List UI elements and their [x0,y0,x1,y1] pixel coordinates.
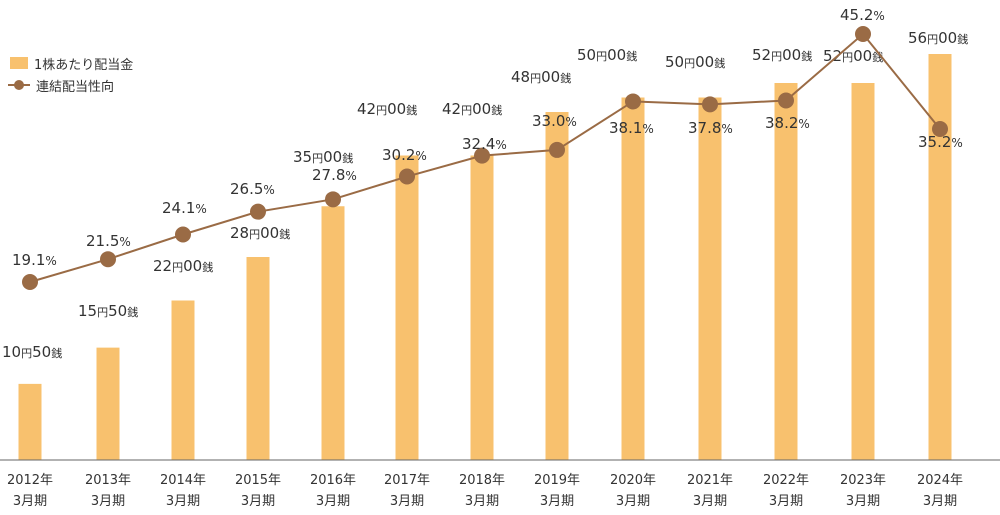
x-tick-label: 3月期 [923,494,957,509]
x-tick-label: 3月期 [846,494,880,509]
bar-2022年3月期 [774,83,798,460]
dividend-label: 50円00銭 [665,53,725,71]
payout-ratio-label: 35.2% [918,133,963,151]
x-tick-label: 2019年 [534,473,580,488]
payout-ratio-point-2023年3月期 [855,26,871,42]
payout-ratio-label: 45.2% [840,6,885,24]
x-tick-label: 3月期 [166,494,200,509]
payout-ratio-point-2015年3月期 [250,203,266,220]
x-tick-label: 2023年 [840,473,886,488]
dividend-label: 50円00銭 [577,46,637,64]
x-tick-label: 2012年 [7,473,53,488]
bar-2021年3月期 [698,97,722,460]
x-tick-label: 2013年 [85,473,131,488]
payout-ratio-label: 38.1% [609,119,654,137]
x-tick-label: 3月期 [616,494,650,509]
bar-2023年3月期 [851,83,875,460]
payout-ratio-label: 27.8% [312,166,357,184]
payout-ratio-label: 32.4% [462,135,507,153]
bar-2017年3月期 [395,155,419,460]
payout-ratio-point-2022年3月期 [778,92,794,109]
x-tick-label: 3月期 [316,494,350,509]
dividend-label: 10円50銭 [2,343,62,361]
line-marker-icon [8,79,30,91]
payout-ratio-label: 21.5% [86,232,131,250]
payout-ratio-label: 38.2% [765,114,810,132]
x-tick-label: 2024年 [917,473,963,488]
dividend-label: 35円00銭 [293,148,353,166]
payout-ratio-label: 30.2% [382,146,427,164]
payout-ratio-point-2018年3月期 [474,147,490,164]
bar-2013年3月期 [96,347,120,460]
bar-2012年3月期 [18,383,42,460]
x-tick-label: 3月期 [390,494,424,509]
x-tick-label: 3月期 [465,494,499,509]
x-tick-label: 2022年 [763,473,809,488]
payout-ratio-label: 33.0% [532,112,577,130]
bar-2019年3月期 [545,112,569,460]
x-tick-label: 2014年 [160,473,206,488]
payout-ratio-point-2014年3月期 [175,226,191,243]
dividend-label: 52円00銭 [752,46,812,64]
x-tick-label: 3月期 [769,494,803,509]
x-tick-label: 3月期 [241,494,275,509]
bar-2014年3月期 [171,300,195,460]
payout-ratio-label: 37.8% [688,119,733,137]
x-tick-label: 3月期 [540,494,574,509]
x-tick-label: 2021年 [687,473,733,488]
payout-ratio-label: 19.1% [12,251,57,269]
payout-ratio-label: 24.1% [162,199,207,217]
legend-item-dividend: 1株あたり配当金 [10,52,133,74]
dividend-label: 56円00銭 [908,29,968,47]
bar-2015年3月期 [246,257,270,460]
dividend-label: 42円00銭 [357,100,417,118]
x-tick-label: 2020年 [610,473,656,488]
x-tick-label: 2018年 [459,473,505,488]
dividend-label: 52円00銭 [823,47,883,65]
x-tick-label: 3月期 [91,494,125,509]
bar-2018年3月期 [470,155,494,460]
legend-label-dividend: 1株あたり配当金 [34,57,134,73]
payout-ratio-point-2024年3月期 [932,121,948,138]
payout-ratio-point-2012年3月期 [22,274,38,290]
legend: 1株あたり配当金 連結配当性向 [8,52,133,96]
dividend-label: 28円00銭 [230,224,290,242]
x-tick-label: 3月期 [13,494,47,509]
payout-ratio-point-2016年3月期 [325,191,341,208]
bar-2020年3月期 [621,97,645,460]
x-tick-label: 2015年 [235,473,281,488]
legend-label-payout-ratio: 連結配当性向 [36,79,115,95]
payout-ratio-point-2021年3月期 [702,96,718,113]
x-tick-label: 3月期 [693,494,727,509]
bar-2016年3月期 [321,206,345,460]
dividend-label: 22円00銭 [153,257,213,275]
payout-ratio-point-2020年3月期 [625,93,641,110]
payout-ratio-point-2013年3月期 [100,251,116,268]
payout-ratio-point-2019年3月期 [549,141,565,158]
legend-item-payout-ratio: 連結配当性向 [8,74,133,96]
dividend-label: 15円50銭 [78,302,138,320]
payout-ratio-point-2017年3月期 [399,168,415,185]
payout-ratio-label: 26.5% [230,180,275,198]
dividend-label: 42円00銭 [442,100,502,118]
x-tick-label: 2016年 [310,473,356,488]
bar-2024年3月期 [928,54,952,460]
dividend-label: 48円00銭 [511,68,571,86]
x-tick-label: 2017年 [384,473,430,488]
bar-swatch-icon [10,57,28,69]
